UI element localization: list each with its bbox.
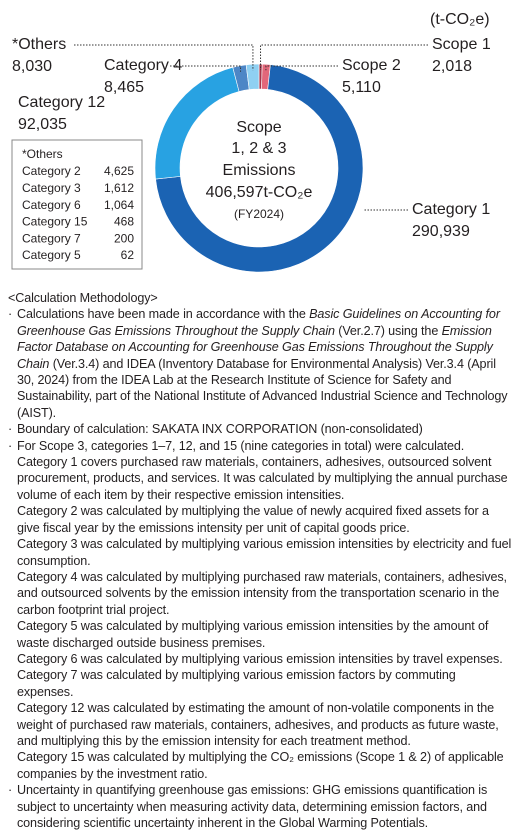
- unit: (t-CO₂e): [430, 11, 490, 28]
- detail: Category 1 covers purchased raw material…: [17, 455, 508, 502]
- slice-label: Category 12: [18, 94, 105, 111]
- leader-line: [265, 65, 338, 71]
- chart: (t-CO₂e) *Others Scope 1 2,018 Scope 2 5,11…: [11, 11, 491, 273]
- detail: Category 15 was calculated by multiplyin…: [17, 750, 504, 781]
- value-label: 8,465: [104, 79, 144, 96]
- detail: Category 12 was calculated by estimating…: [17, 701, 499, 748]
- slice-label: Scope 2: [342, 57, 401, 74]
- text-run: Boundary of calculation: SAKATA INX CORP…: [17, 422, 423, 437]
- leader-line: [74, 44, 254, 71]
- slice: [245, 63, 260, 90]
- item-text: Calculations have been made in accordanc…: [17, 306, 514, 421]
- detail: Category 5 was calculated by multiplying…: [17, 619, 489, 650]
- heading: <Calculation Methodology>: [8, 291, 158, 305]
- value-label: 2,018: [432, 58, 472, 75]
- detail: Category 4 was calculated by multiplying…: [17, 569, 507, 617]
- center-label: Emissions: [223, 162, 296, 179]
- slice-label: Scope 1: [432, 36, 491, 53]
- text-run: Calculations have been made in accordanc…: [17, 307, 310, 322]
- slice-label: Category 4: [104, 57, 182, 74]
- italic-run: Emission Factor Database on Accounting f…: [17, 323, 493, 371]
- item-text: Boundary of calculation: SAKATA INX CORP…: [17, 421, 514, 437]
- item: Calculations have been made in accordanc…: [8, 306, 514, 421]
- breakdown-value: 1,064: [104, 198, 134, 212]
- breakdown-value: 4,625: [104, 164, 134, 178]
- item-text: Uncertainty in quantifying greenhouse ga…: [17, 782, 514, 831]
- detail: Category 7 was calculated by multiplying…: [17, 668, 456, 699]
- breakdown-name: Category 2: [22, 164, 81, 178]
- detail: Category 3 was calculated by multiplying…: [17, 537, 512, 568]
- slice-label: *Others: [12, 36, 66, 53]
- detail: Category 6 was calculated by multiplying…: [17, 651, 503, 666]
- value-label: 5,110: [342, 79, 381, 96]
- center-label: (FY2024): [234, 207, 284, 221]
- center-label: Scope: [236, 119, 281, 136]
- breakdown-value: 62: [121, 248, 135, 262]
- value-label: 92,035: [18, 116, 67, 133]
- slice-label: Category 1: [412, 201, 490, 218]
- breakdown-value: 1,612: [104, 181, 134, 195]
- breakdown-name: Category 6: [22, 198, 81, 212]
- breakdown-title: *Others: [22, 147, 63, 161]
- text-run: Uncertainty in quantifying greenhouse ga…: [17, 783, 488, 830]
- text-run: For Scope 3, categories 1–7, 12, and 15 …: [17, 438, 465, 453]
- text-run: (Ver.2.7) using the: [334, 323, 442, 338]
- breakdown-name: Category 15: [22, 215, 88, 229]
- breakdown-value: 468: [114, 215, 134, 229]
- item: Uncertainty in quantifying greenhouse ga…: [8, 782, 514, 831]
- value-label: 290,939: [412, 223, 470, 240]
- breakdown-name: Category 7: [22, 231, 81, 245]
- item-list: Calculations have been made in accordanc…: [8, 306, 514, 831]
- breakdown-value: 200: [114, 231, 134, 245]
- item: For Scope 3, categories 1–7, 12, and 15 …: [8, 438, 514, 783]
- italic-run: Basic Guidelines on Accounting for Green…: [17, 307, 500, 338]
- text-run: (Ver.3.4) and IDEA (Inventory Database f…: [17, 356, 508, 420]
- item-text: For Scope 3, categories 1–7, 12, and 15 …: [17, 438, 514, 454]
- detail: Category 2 was calculated by multiplying…: [17, 504, 489, 535]
- slice: [155, 64, 364, 273]
- center-label: 1, 2 & 3: [231, 140, 286, 157]
- breakdown-box: [11, 139, 143, 270]
- breakdown-name: Category 5: [22, 248, 81, 262]
- methodology: <Calculation Methodology> Calculations h…: [8, 290, 514, 831]
- item: Boundary of calculation: SAKATA INX CORP…: [8, 421, 514, 438]
- breakdown-name: Category 3: [22, 181, 81, 195]
- center-label: 406,597t-CO₂e: [206, 184, 313, 201]
- leader-line: [260, 44, 428, 71]
- value-label: 8,030: [12, 58, 52, 75]
